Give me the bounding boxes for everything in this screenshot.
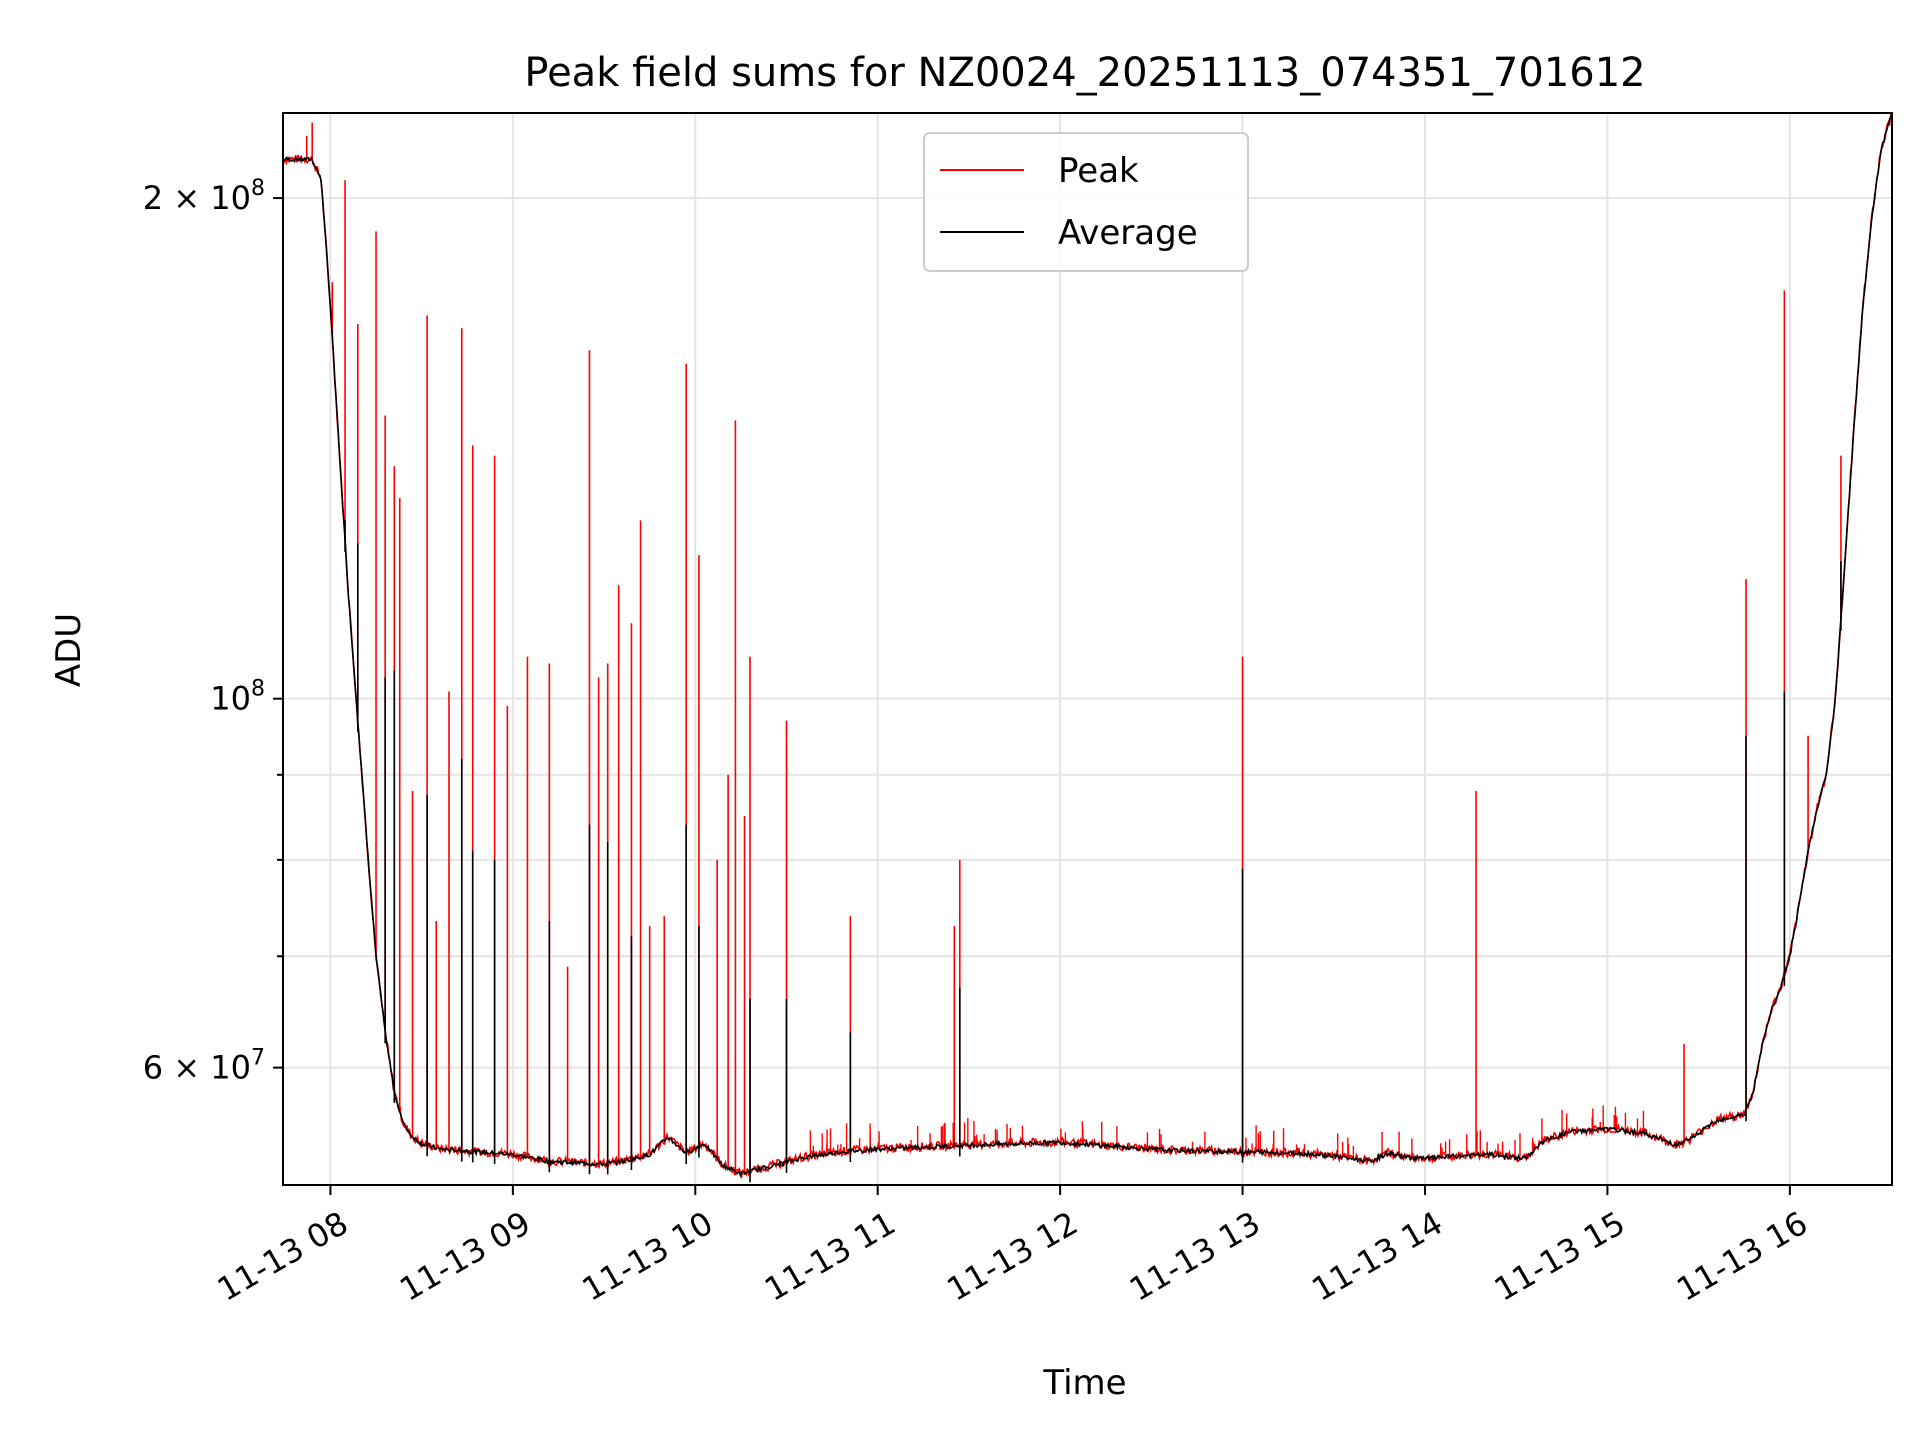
average-series: [283, 113, 1892, 1183]
y-axis-label: ADU: [49, 613, 89, 687]
legend-frame: [923, 132, 1249, 272]
legend: Peak Average: [923, 132, 1249, 272]
chart-title: Peak field sums for NZ0024_20251113_0743…: [524, 50, 1645, 96]
legend-peak-label: Peak: [1058, 151, 1139, 191]
grid-lines: [283, 113, 1892, 1185]
legend-average-label: Average: [1058, 213, 1198, 253]
average-line: [283, 113, 1892, 1179]
series-group: [283, 113, 1892, 1183]
y-tick-label: 6 × 107: [143, 1046, 265, 1087]
plot-background: [283, 113, 1892, 1185]
x-axis-label: Time: [1042, 1363, 1126, 1403]
y-tick-label: 2 × 108: [143, 176, 265, 217]
plot-area: 11-13 08 11-13 09 11-13 10 11-13 11 11-13 12…: [143, 112, 1893, 1309]
plot-frame: [282, 112, 1893, 1186]
